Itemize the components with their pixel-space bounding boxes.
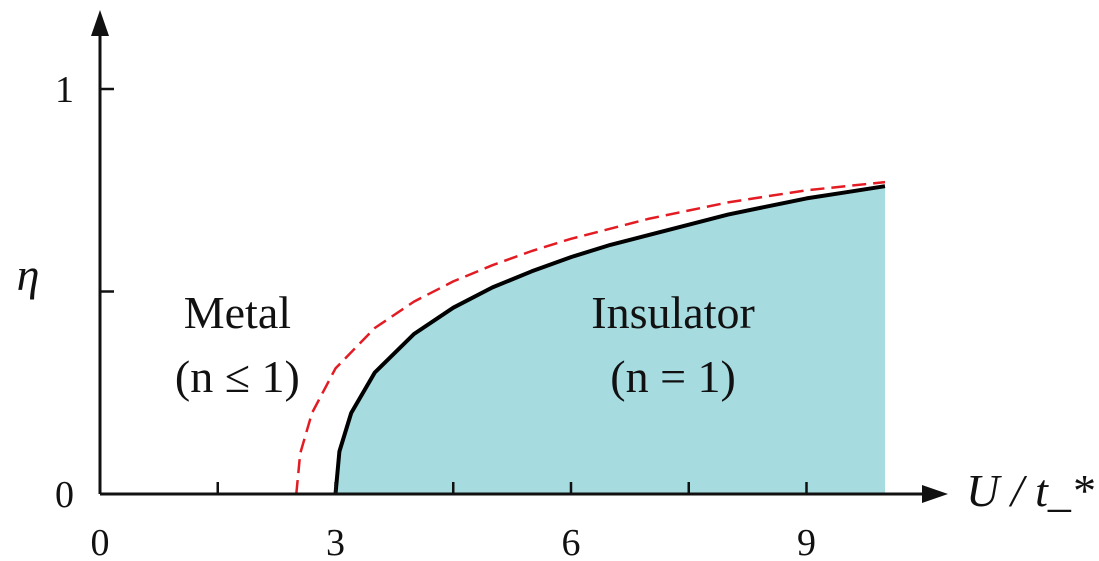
insulator-label-line: (n = 1) [610,351,736,402]
y-axis-arrowhead [91,10,109,36]
annotation-layer: Metal (n ≤ 1) Insulator (n = 1) [175,287,755,402]
insulator-label-line: Insulator [591,287,755,338]
dashed-boundary-line [295,180,886,495]
x-axis-label: U / t_* [966,465,1094,516]
y-tick-label: 0 [55,474,74,516]
metal-label-line: Metal [184,287,291,338]
labels-layer: 0 3 6 9 0 1 [55,69,816,561]
x-tick-label: 6 [562,522,581,561]
x-tick-label: 0 [91,522,110,561]
ticks-layer [98,87,808,494]
x-tick-label: 3 [326,522,345,561]
metal-label-line: (n ≤ 1) [175,351,300,402]
solid-boundary-line [333,184,886,495]
series-layer [295,180,886,495]
x-tick-label: 9 [797,522,816,561]
y-tick-label: 1 [55,69,74,111]
insulator-region-fill [335,186,885,494]
y-axis-label: η [17,249,40,300]
x-axis-arrowhead [922,485,948,503]
